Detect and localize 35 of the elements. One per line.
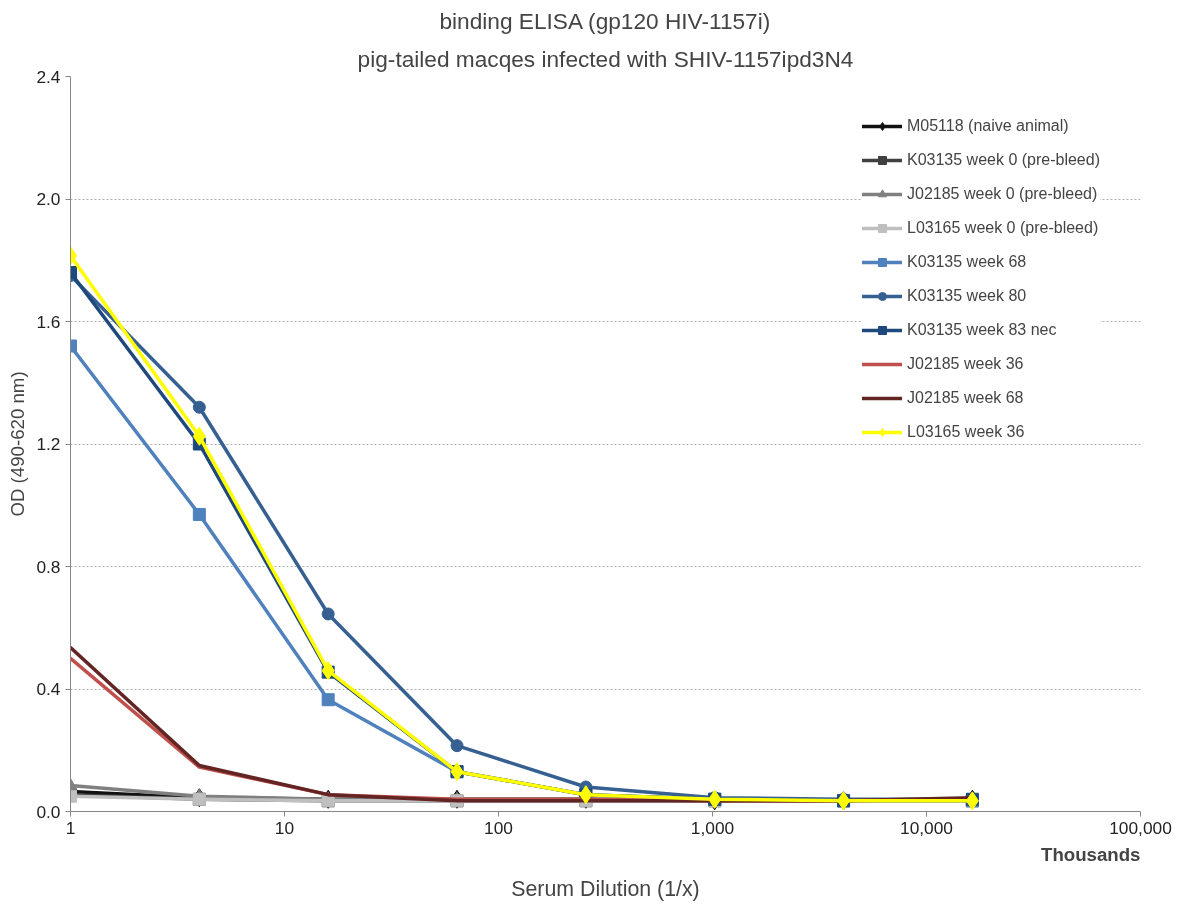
point — [321, 693, 335, 707]
y-tick-label: 2.0 — [36, 189, 61, 209]
text: Thousands — [1041, 843, 1141, 865]
x-tick-label: 1 — [65, 817, 76, 838]
y-tick-label: 0.0 — [36, 801, 61, 822]
legend-label: K03135 week 0 (pre-bleed) — [906, 151, 1100, 169]
y-tick-label: 2.4 — [36, 66, 61, 87]
legend-label: J02185 week 68 — [906, 389, 1024, 407]
legend-label: L03165 week 36 — [906, 423, 1025, 441]
x-tick-label: 100,000 — [1109, 817, 1172, 838]
legend-label: L03165 week 0 (pre-bleed) — [906, 219, 1099, 237]
point — [321, 661, 335, 681]
point — [192, 426, 206, 446]
point — [450, 739, 464, 753]
x-tick-label: 10 — [274, 817, 295, 838]
x-tick-label: 10,000 — [900, 817, 953, 838]
legend-label: M05118 (naive animal) — [906, 117, 1069, 135]
legend-label: K03135 week 80 — [906, 287, 1027, 305]
legend-label: K03135 week 68 — [906, 253, 1027, 271]
chart-title: binding ELISA (gp120 HIV-1157i) — [439, 7, 771, 34]
legend-label: K03135 week 83 nec — [906, 321, 1057, 339]
y-axis-title: OD (490-620 nm) — [7, 371, 29, 517]
x-tick-label: 1,000 — [690, 817, 735, 838]
point — [192, 507, 206, 521]
legend-label: J02185 week 36 — [906, 355, 1024, 373]
x-tick-label: 100 — [484, 817, 513, 838]
legend-label: J02185 week 0 (pre-bleed) — [906, 185, 1098, 203]
point — [192, 400, 206, 414]
chart-subtitle: pig-tailed macqes infected with SHIV-1157ipd3N4 — [357, 45, 854, 72]
y-tick-label: 1.6 — [36, 311, 61, 332]
y-tick-label: 0.8 — [36, 556, 61, 577]
y-tick-label: 0.4 — [36, 679, 61, 699]
point — [321, 607, 335, 621]
y-tick-label: 1.2 — [36, 434, 61, 454]
x-axis-title: Serum Dilution (1/x) — [511, 876, 700, 901]
